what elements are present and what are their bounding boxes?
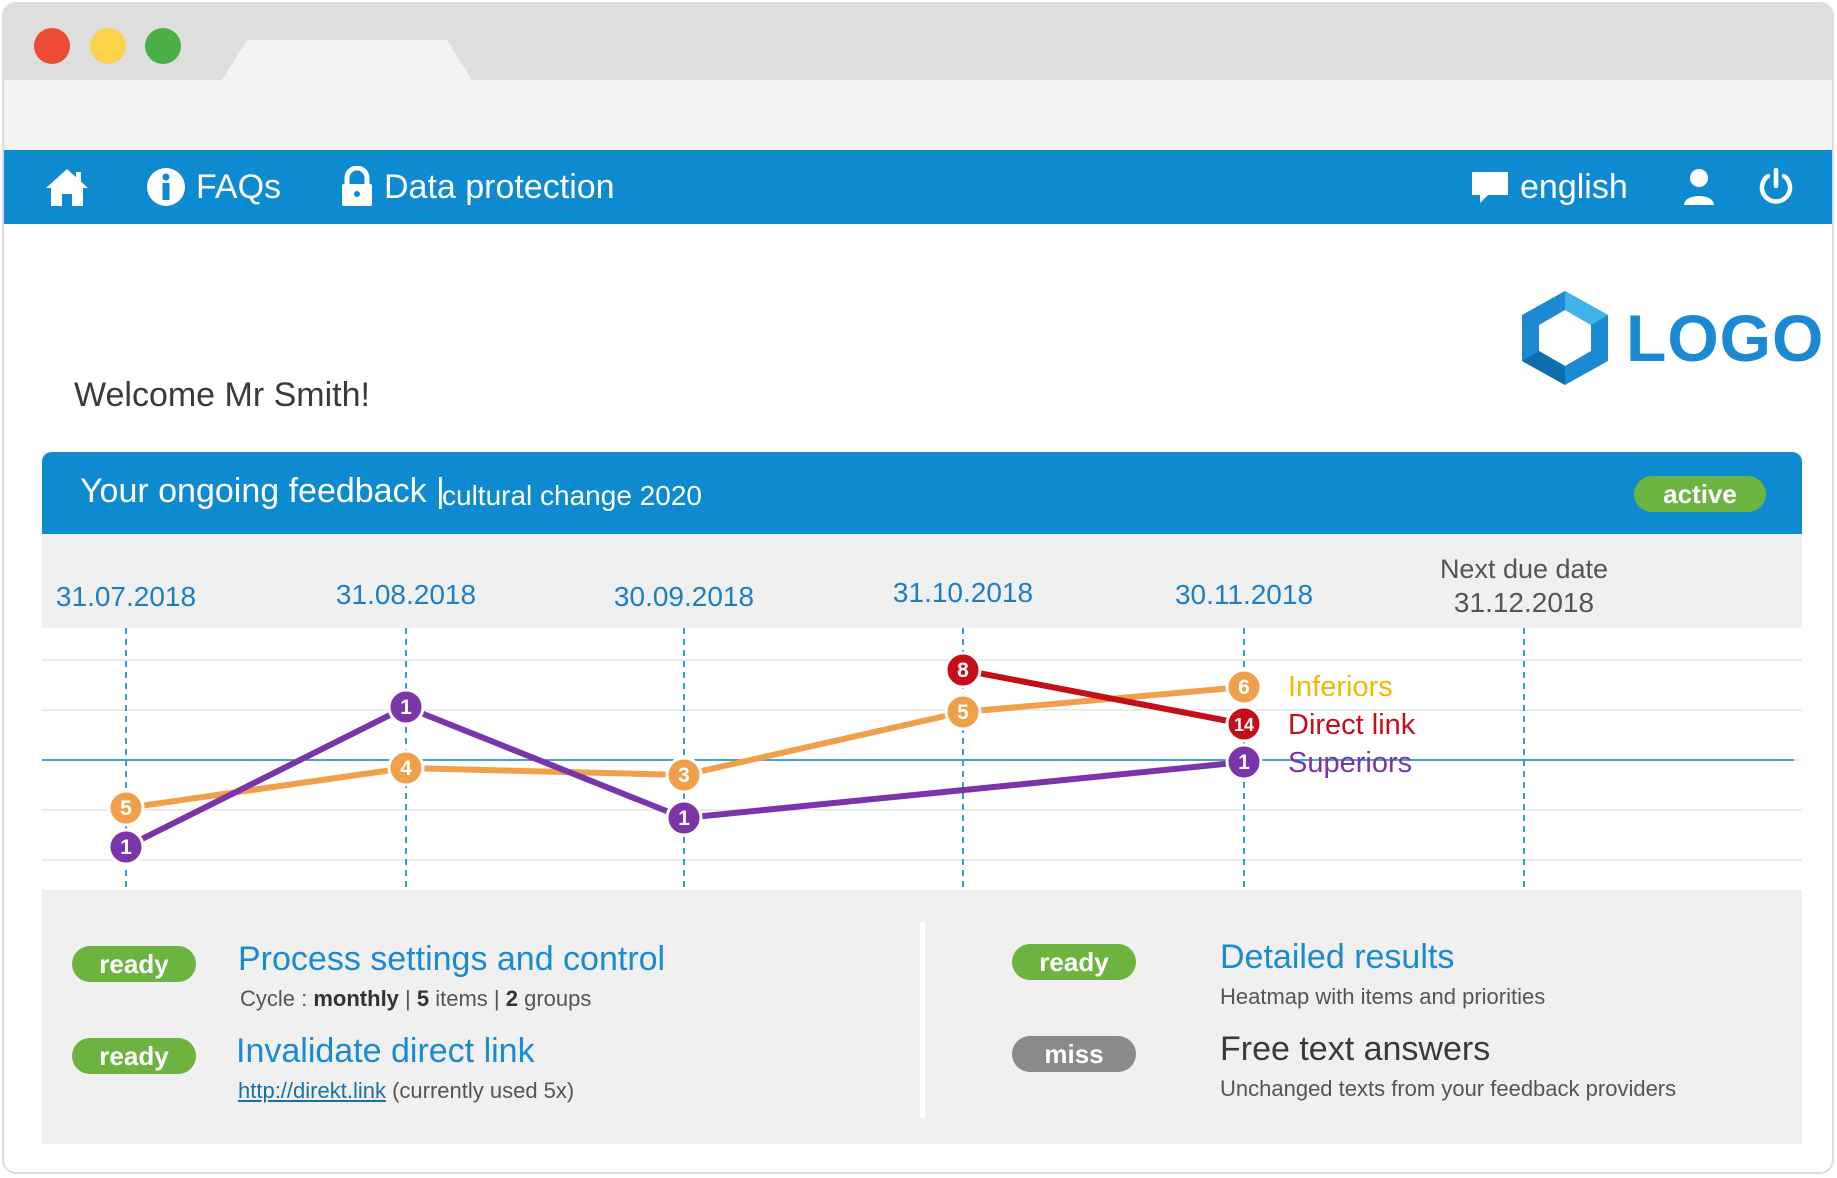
free-text-answers-title: Free text answers (1220, 1030, 1491, 1068)
x-tick-label: 30.09.2018 (614, 581, 754, 612)
groups-label: groups (518, 986, 592, 1011)
speech-bubble-icon (1472, 172, 1508, 203)
direct-link-point (944, 651, 982, 689)
inferiors-point (944, 693, 982, 731)
top-navbar: FAQs Data protection english (4, 150, 1832, 224)
feedback-panel-header: Your ongoing feedback | cultural change … (42, 452, 1802, 534)
invalidate-link-action[interactable]: Invalidate direct link (236, 1032, 535, 1070)
feedback-timeline-chart: 31.07.2018 31.08.2018 30.09.2018 31.10.2018… (42, 534, 1802, 890)
close-window-button[interactable] (34, 28, 70, 64)
inferiors-point (665, 756, 703, 794)
nav-home[interactable] (44, 150, 90, 224)
superiors-legend-label: Superiors (1288, 747, 1412, 779)
inferiors-point (387, 749, 425, 787)
desc-separator: | (398, 986, 417, 1011)
direct-link-url[interactable]: http://direkt.link (238, 1078, 386, 1103)
inferiors-point-label: 4 (400, 757, 412, 780)
inferiors-legend-label: Inferiors (1288, 671, 1393, 703)
hexagon-logo-icon (1522, 291, 1608, 385)
superiors-point-label: 1 (678, 807, 690, 830)
status-badge: active (1634, 476, 1766, 512)
superiors-point-label: 1 (120, 836, 132, 859)
title-bar (4, 4, 1832, 80)
task-area: ready Process settings and control Cycle… (42, 890, 1802, 1144)
logo-text: LOGO (1626, 301, 1825, 375)
nav-data-protection[interactable]: Data protection (340, 150, 615, 224)
language-label: english (1520, 167, 1628, 206)
task-status-badge: ready (72, 1038, 196, 1074)
logout-button[interactable] (1756, 150, 1796, 224)
usage-note: (currently used 5x) (385, 1078, 575, 1103)
welcome-message: Welcome Mr Smith! (74, 376, 370, 414)
user-profile-button[interactable] (1682, 150, 1716, 224)
nav-faqs[interactable]: FAQs (146, 150, 281, 224)
direct-link-point-label: 8 (957, 659, 969, 682)
items-count: 5 (416, 986, 430, 1011)
process-settings-desc: Cycle : monthly | 5 items | 2 groups (240, 986, 591, 1012)
maximize-window-button[interactable] (145, 28, 181, 64)
items-label: items | (429, 986, 506, 1011)
x-tick-label: 30.11.2018 (1175, 579, 1313, 610)
cycle-value: monthly (313, 986, 399, 1011)
inferiors-point-label: 6 (1238, 676, 1250, 699)
user-icon (1684, 169, 1714, 205)
superiors-point (665, 799, 703, 837)
superiors-point (1225, 743, 1263, 781)
feedback-title: Your ongoing feedback | (80, 472, 445, 510)
free-text-answers-desc: Unchanged texts from your feedback provi… (1220, 1076, 1677, 1101)
language-selector[interactable]: english (1470, 150, 1628, 224)
x-tick-label: 31.10.2018 (893, 577, 1033, 608)
process-settings-link[interactable]: Process settings and control (238, 940, 666, 978)
detailed-results-link[interactable]: Detailed results (1220, 938, 1455, 976)
chart-date-strip (42, 534, 1802, 628)
browser-tab[interactable] (222, 40, 472, 80)
inferiors-point-label: 3 (678, 764, 690, 787)
detailed-results-desc: Heatmap with items and priorities (1220, 984, 1546, 1009)
info-icon (147, 168, 185, 206)
x-tick-label: 31.08.2018 (336, 579, 476, 610)
task-status-badge: miss (1012, 1036, 1136, 1072)
x-tick-label: 31.07.2018 (56, 581, 196, 612)
invalidate-link-desc: http://direkt.link (currently used 5x) (238, 1078, 574, 1104)
superiors-line (124, 704, 1245, 850)
nav-data-protection-label: Data protection (384, 167, 615, 206)
inferiors-point (1225, 668, 1263, 706)
company-logo: LOGO (1518, 288, 1824, 388)
inferiors-point-label: 5 (957, 701, 969, 724)
groups-count: 2 (505, 986, 518, 1011)
direct-link-point-label: 14 (1234, 715, 1254, 735)
next-due-label: Next due date (1440, 554, 1608, 584)
task-status-badge: ready (1012, 944, 1136, 980)
nav-faqs-label: FAQs (196, 167, 282, 206)
inferiors-point-label: 5 (120, 797, 132, 820)
feedback-subtitle: cultural change 2020 (442, 480, 702, 511)
feedback-panel: Your ongoing feedback | cultural change … (42, 452, 1802, 1144)
power-icon (1759, 167, 1793, 204)
inferiors-point (107, 789, 145, 827)
superiors-point (107, 828, 145, 866)
task-status-badge: ready (72, 946, 196, 982)
home-icon (46, 169, 88, 206)
superiors-point-label: 1 (1238, 751, 1250, 774)
superiors-point (387, 688, 425, 726)
next-due-date: 31.12.2018 (1454, 587, 1594, 618)
minimize-window-button[interactable] (90, 28, 126, 64)
superiors-point-label: 1 (400, 696, 412, 719)
address-bar[interactable] (4, 80, 1832, 150)
direct-link-line (962, 667, 1245, 727)
direct-link-legend-label: Direct link (1288, 709, 1416, 741)
lock-icon (342, 166, 372, 206)
direct-link-point (1225, 705, 1263, 743)
cycle-label: Cycle : (240, 986, 314, 1011)
task-divider (920, 922, 925, 1118)
